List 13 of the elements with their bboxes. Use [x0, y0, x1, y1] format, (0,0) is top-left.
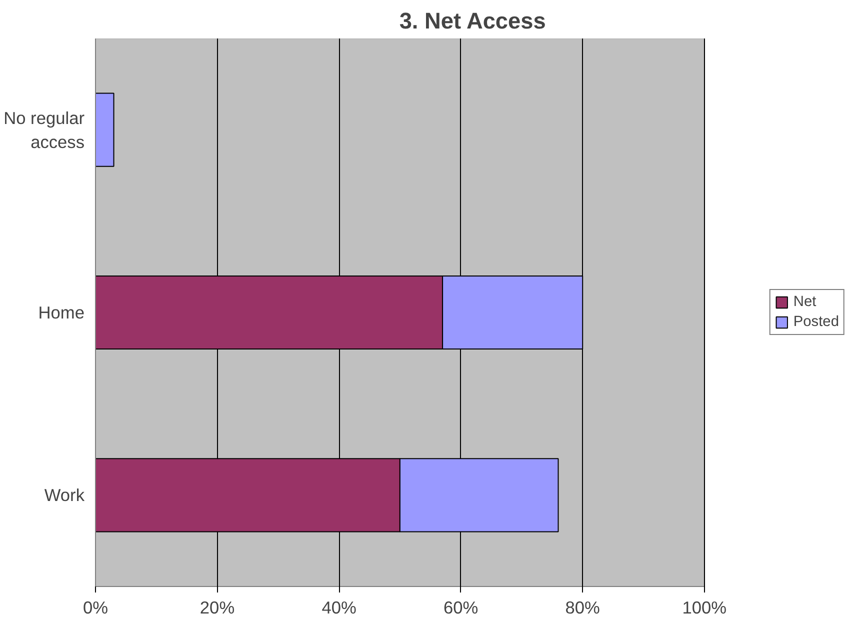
x-tick-label: 100% — [682, 598, 727, 618]
x-tick-label: 60% — [443, 598, 478, 618]
legend-label: Posted — [793, 314, 839, 330]
x-tick-label: 80% — [565, 598, 600, 618]
y-tick-label: Home — [38, 302, 85, 322]
bar — [96, 92, 114, 167]
chart-title: 3. Net Access — [399, 8, 546, 34]
y-tick-label: Work — [44, 485, 85, 506]
y-tick-label: No regular access — [4, 108, 85, 152]
x-tick-label: 20% — [200, 598, 235, 618]
x-tick-label: 40% — [322, 598, 356, 618]
legend-label: Net — [793, 294, 816, 310]
x-tick-label: 0% — [82, 598, 108, 618]
